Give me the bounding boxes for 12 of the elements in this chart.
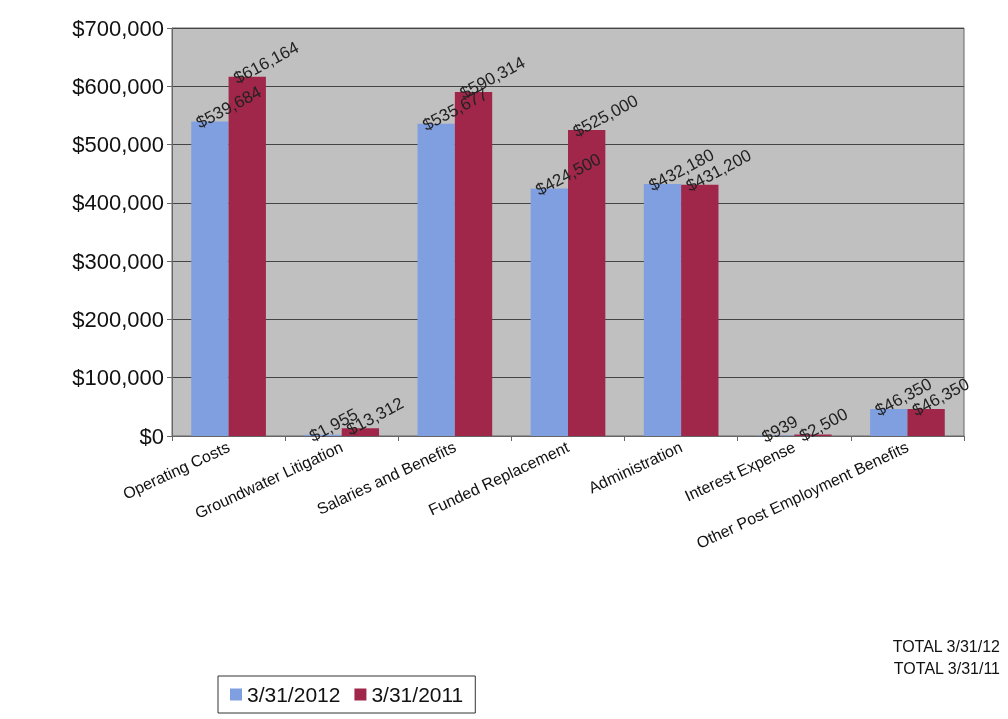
legend-label: 3/31/2012: [247, 683, 341, 706]
y-tick-label: $400,000: [72, 190, 164, 216]
y-tick-label: $600,000: [72, 73, 164, 99]
text: TOTAL 3/31/11: [893, 659, 1001, 677]
y-tick-label: $100,000: [72, 365, 164, 391]
y-tick-label: $0: [139, 423, 164, 449]
y-tick-label: $700,000: [72, 15, 164, 41]
legend-label: 3/31/2011: [371, 683, 464, 706]
y-tick-label: $200,000: [72, 306, 164, 332]
y-tick-label: $300,000: [72, 248, 164, 274]
y-tick-label: $500,000: [72, 132, 164, 158]
text: TOTAL 3/31/12: [892, 637, 1001, 655]
